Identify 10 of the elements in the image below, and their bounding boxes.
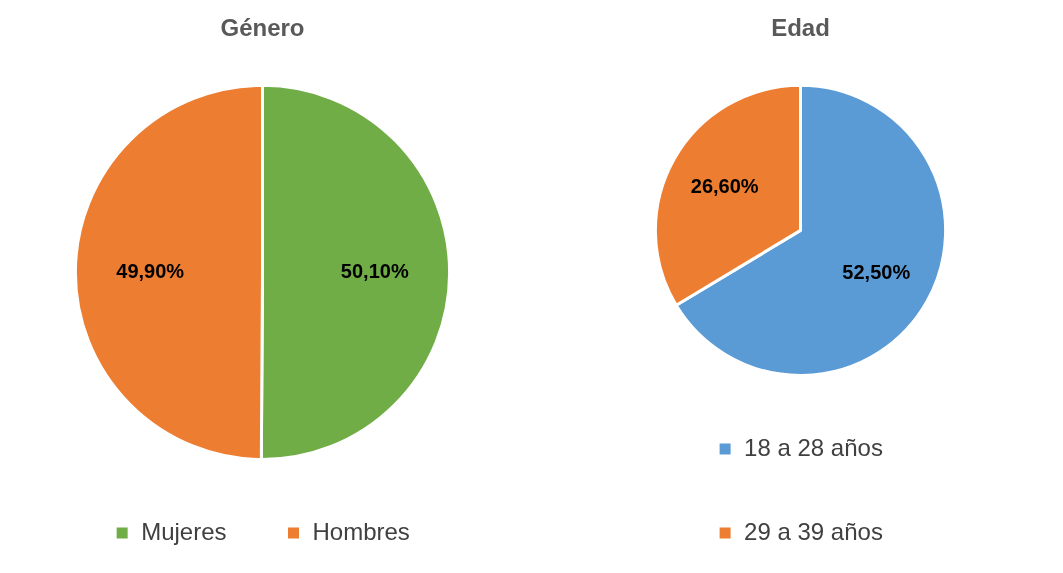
chart-title: Género [220,14,305,42]
data-label: 26,60% [690,175,759,198]
data-label: 49,90% [116,259,185,282]
legend-label: 29 a 39 años [744,517,883,545]
data-label: 50,10% [340,260,409,283]
legend-label: 18 a 28 años [744,433,883,461]
legend-label: Mujeres [141,517,227,545]
chart-title: Edad [771,14,830,42]
data-label: 52,50% [842,260,911,283]
legend-label: Hombres [312,517,410,545]
